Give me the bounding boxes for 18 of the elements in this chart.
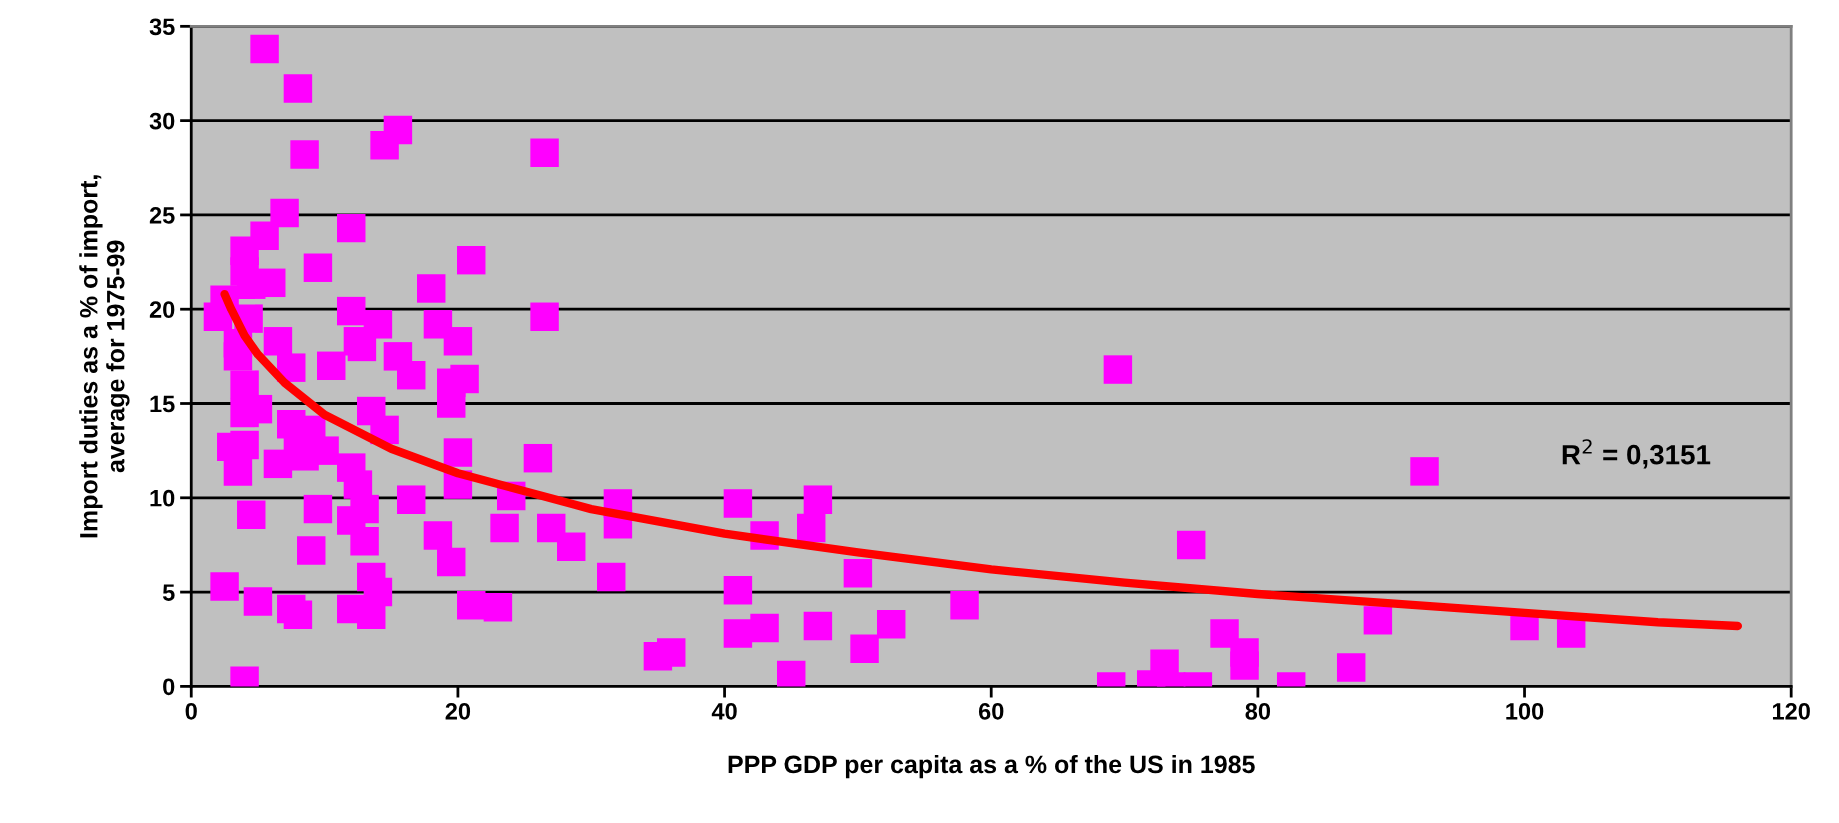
x-tick-label: 20 (445, 702, 471, 720)
y-tick-label: 10 (150, 489, 175, 507)
x-tick-label: 0 (185, 702, 197, 720)
annotation: R$^{2}$ = 0,3151 (1562, 439, 1711, 469)
y-axis-title: Import duties as a % of import, average for 1975-99 (79, 175, 130, 538)
y-tick-label: 25 (149, 206, 175, 224)
y-tick-label: 20 (149, 301, 175, 318)
y-tick-label: 30 (149, 112, 175, 130)
x-tick-label: 60 (978, 702, 1004, 720)
x-tick-label: 40 (711, 702, 737, 720)
x-axis-title: PPP GDP per capita as a % of the US in 1985 (728, 754, 1255, 779)
x-tick-label: 80 (1245, 702, 1271, 720)
x-tick-label: 100 (1506, 702, 1544, 720)
y-tick-label: 5 (162, 584, 175, 601)
y-tick-label: 0 (163, 678, 175, 696)
x-tick-label: 120 (1772, 702, 1810, 720)
y-tick-label: 15 (150, 395, 175, 413)
y-tick-label: 35 (149, 18, 175, 36)
